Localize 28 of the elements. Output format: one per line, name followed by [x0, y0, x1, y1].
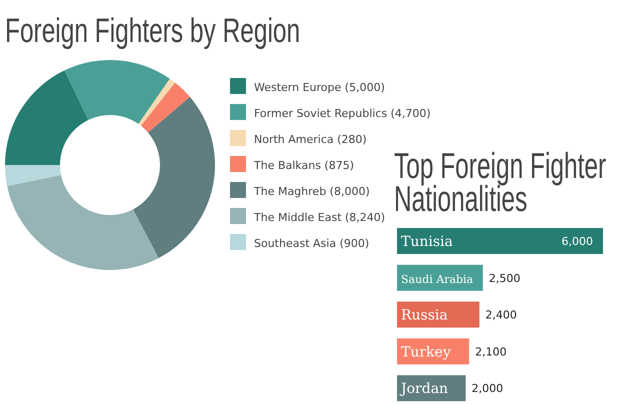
- donut-slice: [7, 175, 159, 270]
- donut-slice: [133, 96, 215, 258]
- data-label: 2,400: [485, 308, 517, 322]
- legend-label: North America (280): [254, 133, 367, 146]
- y-tick-label: Saudi Arabia: [401, 272, 474, 286]
- legend-label: The Middle East (8,240): [253, 211, 386, 224]
- chart-title: Foreign Fighters by Region: [5, 12, 300, 50]
- y-tick-label: Turkey: [401, 344, 451, 360]
- y-tick-label: Jordan: [399, 381, 448, 398]
- y-tick-label: Russia: [401, 308, 448, 324]
- donut-slice: [138, 78, 176, 126]
- bar: [397, 302, 480, 328]
- donut-slice: [5, 70, 88, 165]
- legend-label: The Balkans (875): [253, 159, 354, 172]
- chart-title: Top Foreign Fighter Nationalities: [394, 145, 606, 220]
- data-label: 6,000: [562, 235, 593, 248]
- data-label: 2,000: [472, 382, 504, 396]
- legend-label: Southeast Asia (900): [254, 237, 370, 250]
- donut-slice: [64, 60, 170, 124]
- bar: [397, 228, 603, 254]
- legend-label: Former Soviet Republics (4,700): [254, 107, 431, 120]
- legend-label: Western Europe (5,000): [254, 81, 385, 94]
- data-label: 2,500: [488, 272, 520, 285]
- data-label: 2,100: [475, 345, 507, 358]
- donut-slice: [141, 82, 190, 133]
- donut-slice: [5, 165, 62, 186]
- y-tick-label: Tunisia: [401, 234, 453, 250]
- legend-label: The Maghreb (8,000): [253, 185, 370, 198]
